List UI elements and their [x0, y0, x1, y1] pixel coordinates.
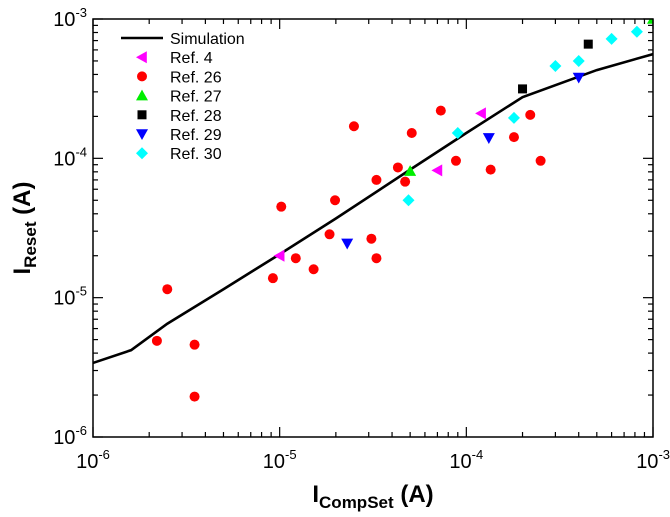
y-tick-label: 10-4 [53, 144, 87, 170]
data-point-ref-26 [525, 109, 536, 120]
legend-swatch-ref-4 [136, 51, 147, 64]
legend-label-ref-29: Ref. 29 [170, 127, 222, 144]
legend-label-ref-27: Ref. 27 [170, 89, 222, 106]
data-point-ref-26 [308, 264, 319, 275]
x-tick-label: 10-5 [263, 447, 297, 473]
legend-swatch-ref-29 [136, 129, 148, 140]
data-point-ref-26 [371, 253, 382, 264]
data-point-ref-26 [535, 155, 546, 166]
x-axis-title: ICompSet (A) [312, 481, 433, 512]
data-point-ref-4 [475, 107, 486, 120]
axis-ticks [92, 18, 654, 438]
legend-swatch-ref-30 [136, 147, 148, 160]
series-ref-30 [402, 25, 643, 207]
legend-label-simulation: Simulation [170, 31, 245, 48]
data-point-ref-26 [267, 273, 278, 284]
data-point-ref-27 [647, 19, 653, 24]
y-tick-label: 10-6 [53, 423, 87, 449]
data-point-ref-26 [290, 253, 301, 264]
series-line-simulation [93, 52, 653, 365]
data-point-ref-30 [507, 111, 520, 124]
legend-label-ref-28: Ref. 28 [170, 108, 222, 125]
data-point-ref-26 [189, 339, 200, 350]
x-tick-label: 10-3 [636, 447, 670, 473]
data-point-ref-26 [348, 121, 359, 132]
data-point-ref-26 [450, 155, 461, 166]
data-point-ref-26 [508, 132, 519, 143]
data-point-ref-29 [572, 72, 585, 84]
data-point-ref-26 [151, 335, 162, 346]
data-point-ref-28 [583, 39, 593, 49]
data-point-ref-30 [402, 194, 415, 207]
data-point-ref-29 [482, 133, 495, 144]
data-point-ref-26 [392, 162, 403, 173]
data-point-ref-26 [189, 391, 200, 402]
x-axis-title-unit: (A) [394, 481, 434, 508]
y-axis-title: IReset (A) [9, 182, 40, 275]
data-point-ref-27 [404, 165, 417, 176]
data-point-ref-29 [341, 238, 354, 250]
y-axis-title-main: I [9, 268, 36, 275]
x-tick-label: 10-4 [449, 447, 483, 473]
series-ref-28 [518, 39, 593, 94]
data-point-ref-30 [630, 25, 643, 38]
data-point-ref-26 [162, 284, 173, 295]
legend: Simulation Ref. 4 Ref. 26 Ref. 27 Ref. 28 Ref… [121, 31, 245, 163]
data-point-ref-26 [371, 174, 382, 185]
data-point-ref-4 [273, 249, 285, 262]
y-axis-title-unit: (A) [9, 182, 36, 222]
legend-swatch-ref-26 [137, 71, 147, 82]
data-point-ref-26 [435, 105, 446, 116]
series-ref-26 [151, 105, 546, 402]
data-point-ref-30 [451, 126, 464, 139]
data-point-ref-26 [366, 233, 377, 244]
series-ref-4 [273, 107, 486, 262]
data-point-ref-30 [549, 59, 562, 72]
y-axis-title-sub: Reset [21, 221, 40, 268]
data-point-ref-26 [324, 229, 335, 240]
tick-labels: 10-6 10-5 10-4 10-3 10-6 10-5 10-4 10-3 [53, 5, 670, 473]
legend-label-ref-30: Ref. 30 [170, 146, 222, 163]
legend-label-ref-26: Ref. 26 [170, 69, 222, 86]
plot-frame [92, 18, 654, 438]
legend-label-ref-4: Ref. 4 [170, 50, 213, 67]
data-point-ref-28 [518, 84, 528, 94]
data-point-ref-26 [276, 201, 287, 212]
data-point-ref-4 [431, 164, 443, 177]
legend-swatch-ref-28 [137, 110, 147, 120]
x-axis-title-sub: CompSet [319, 493, 394, 512]
y-tick-label: 10-5 [53, 284, 87, 310]
legend-swatch-ref-27 [136, 89, 148, 101]
series-ref-29 [341, 72, 585, 250]
series-ref-27 [404, 19, 653, 176]
x-tick-label: 10-6 [76, 447, 110, 473]
data-point-ref-26 [406, 127, 417, 138]
data-point-ref-30 [572, 54, 585, 67]
data-point-ref-26 [400, 176, 411, 187]
data-point-ref-26 [485, 164, 496, 175]
y-tick-label: 10-3 [53, 5, 87, 31]
x-axis-title-main: I [312, 481, 319, 508]
data-point-ref-30 [605, 32, 618, 45]
plot-data [93, 19, 653, 402]
data-point-ref-26 [330, 195, 341, 206]
